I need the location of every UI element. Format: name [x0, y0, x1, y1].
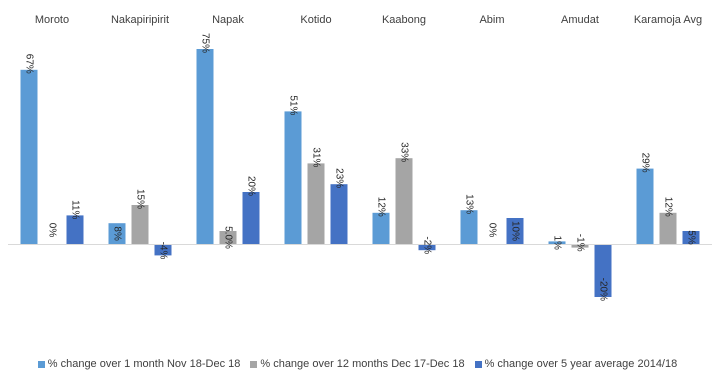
data-label: 23% [334, 168, 345, 188]
value-labels: 67% 0% 11% 8% 15% -4% 75% 5.0% 20% 51% 31% 23% 12% 33… [24, 33, 697, 301]
category-label: Napak [212, 14, 244, 26]
data-label: 10% [510, 221, 521, 241]
bar [154, 245, 172, 256]
data-label: 5% [686, 230, 697, 245]
data-label: 11% [70, 200, 81, 219]
bar [659, 212, 677, 244]
data-label: -20% [598, 278, 609, 301]
data-label: 0% [47, 223, 58, 238]
legend-label: % change over 12 months Dec 17-Dec 18 [260, 358, 465, 370]
data-label: 1% [552, 235, 563, 250]
bar [460, 210, 478, 244]
legend-swatch [37, 360, 45, 368]
bar [372, 212, 390, 244]
bar [330, 184, 348, 244]
bar [219, 231, 237, 244]
data-label: 67% [24, 54, 35, 74]
data-label: 33% [399, 142, 410, 162]
data-label: -1% [575, 234, 586, 252]
legend: % change over 1 month Nov 18-Dec 18 % cha… [0, 358, 715, 370]
bar [571, 245, 589, 248]
category-label: Amudat [561, 14, 599, 26]
data-label: 29% [640, 153, 651, 173]
bars [20, 49, 700, 297]
bar [131, 205, 149, 244]
category-label: Kaabong [382, 14, 426, 26]
legend-swatch [250, 360, 258, 368]
data-label: 51% [288, 95, 299, 115]
category-label: Kotido [300, 14, 331, 26]
bar [395, 158, 413, 244]
bar [20, 69, 38, 244]
legend-swatch [474, 360, 482, 368]
data-label: 5.0% [223, 226, 234, 249]
category-label: Nakapiripirit [111, 14, 169, 26]
data-label: 31% [311, 147, 322, 167]
data-label: -2% [422, 236, 433, 254]
legend-item: % change over 1 month Nov 18-Dec 18 [37, 358, 241, 370]
data-label: 13% [464, 194, 475, 214]
data-label: 15% [135, 189, 146, 209]
category-label: Karamoja Avg [634, 14, 702, 26]
bar [242, 192, 260, 244]
legend-item: % change over 5 year average 2014/18 [474, 358, 678, 370]
bar [594, 245, 612, 297]
data-label: 75% [200, 33, 211, 53]
bar [307, 163, 325, 244]
data-label: 20% [246, 176, 257, 196]
bar [108, 223, 126, 244]
bar [506, 218, 524, 244]
category-label: Moroto [35, 14, 69, 26]
category-label: Abim [479, 14, 504, 26]
legend-item: % change over 12 months Dec 17-Dec 18 [250, 358, 465, 370]
data-label: 12% [663, 197, 674, 217]
data-label: 12% [376, 197, 387, 217]
bar [636, 168, 654, 244]
bar [284, 111, 302, 245]
bar [548, 241, 566, 244]
data-label: 0% [487, 223, 498, 238]
data-label: -4% [158, 242, 169, 260]
data-label: 8% [112, 226, 123, 241]
bar [418, 245, 436, 251]
bar [196, 49, 214, 244]
bar [682, 231, 700, 244]
legend-label: % change over 1 month Nov 18-Dec 18 [47, 358, 241, 370]
bar [66, 215, 84, 244]
category-labels: Moroto Nakapiripirit Napak Kotido Kaabong Abi… [35, 14, 702, 26]
legend-label: % change over 5 year average 2014/18 [484, 358, 678, 370]
